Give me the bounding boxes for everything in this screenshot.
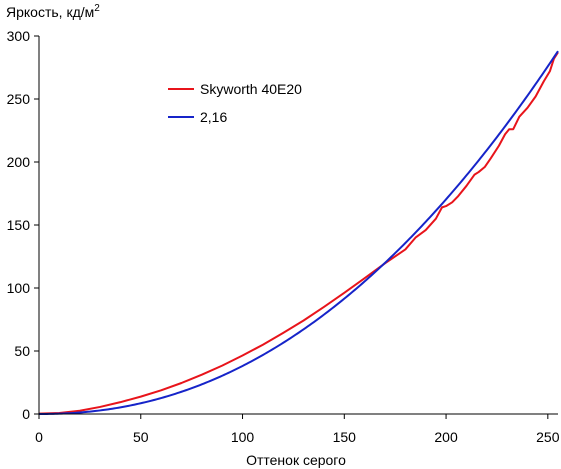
y-axis-title: Яркость, кд/м2 [6, 3, 100, 20]
y-tick-label: 300 [7, 28, 31, 44]
y-tick-label: 150 [7, 217, 31, 233]
y-tick-label: 50 [14, 343, 30, 359]
y-tick-label: 200 [7, 154, 31, 170]
x-tick-label: 250 [536, 429, 560, 445]
x-tick-label: 0 [35, 429, 43, 445]
x-tick-label: 200 [434, 429, 458, 445]
y-tick-label: 250 [7, 91, 31, 107]
series-line-gamma [39, 50, 559, 415]
legend: Skyworth 40E20 2,16 [168, 81, 302, 125]
y-axis-title-text: Яркость, кд/м [6, 4, 94, 20]
legend-label-gamma: 2,16 [200, 109, 227, 125]
y-tick-label: 0 [22, 406, 30, 422]
y-ticks: 0 50 100 150 200 250 300 [7, 28, 39, 422]
legend-label-skyworth: Skyworth 40E20 [200, 81, 302, 97]
x-tick-label: 50 [133, 429, 149, 445]
x-tick-label: 100 [231, 429, 255, 445]
x-tick-label: 150 [333, 429, 357, 445]
y-tick-label: 100 [7, 280, 31, 296]
y-axis-title-superscript: 2 [94, 3, 100, 14]
x-axis-title: Оттенок серого [246, 452, 346, 468]
series-line-skyworth [38, 51, 559, 415]
series-layer [38, 50, 559, 415]
x-ticks: 0 50 100 150 200 250 [35, 414, 560, 445]
